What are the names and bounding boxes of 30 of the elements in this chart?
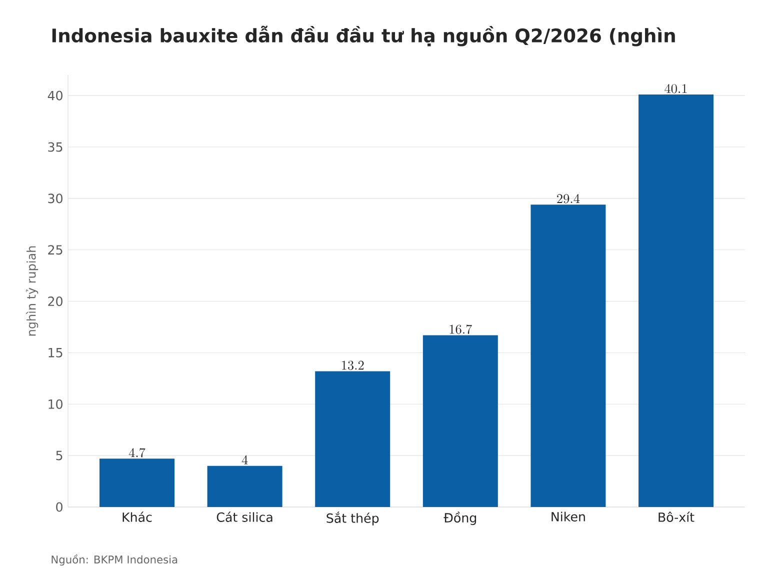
x-tick-label: Sắt thép	[326, 512, 379, 526]
x-tick-label: Đồng	[444, 512, 476, 525]
y-tick-label: 15	[48, 348, 62, 358]
y-tick-label: 0	[56, 502, 62, 512]
data-label: 16.7	[450, 324, 472, 334]
y-tick-label: 5	[56, 450, 62, 460]
data-label: 29.4	[557, 194, 580, 204]
y-tick-label: 40	[48, 90, 62, 100]
y-tick-label: 30	[48, 194, 62, 204]
bar	[207, 466, 282, 507]
data-label: 4	[242, 455, 248, 464]
data-label: 4.7	[128, 448, 146, 458]
y-tick-label: 20	[48, 296, 62, 306]
y-tick-label: 25	[48, 245, 62, 255]
y-tick-label: 10	[48, 399, 62, 409]
x-tick-label: Khác	[122, 512, 152, 522]
y-tick-label: 35	[48, 142, 62, 152]
x-tick-label: Niken	[552, 512, 585, 522]
bar	[99, 458, 174, 507]
bar	[422, 335, 498, 507]
bar	[530, 204, 606, 507]
bar	[315, 371, 390, 507]
x-tick-label: Bô-xít	[658, 512, 694, 522]
x-tick-label: Cát silica	[216, 512, 272, 522]
data-label: 40. 1	[664, 84, 687, 94]
chart-title: Indonesia bauxite dẫn đầu đầu tư hạ nguồn Q2/2026 (nghìn	[52, 26, 675, 46]
data-label: 13.2	[342, 360, 364, 370]
text: Nguồn: BKPM Indonesia	[52, 554, 178, 566]
y-axis-title: nghìn tỷ rupiah	[26, 246, 38, 336]
bar	[638, 94, 714, 507]
